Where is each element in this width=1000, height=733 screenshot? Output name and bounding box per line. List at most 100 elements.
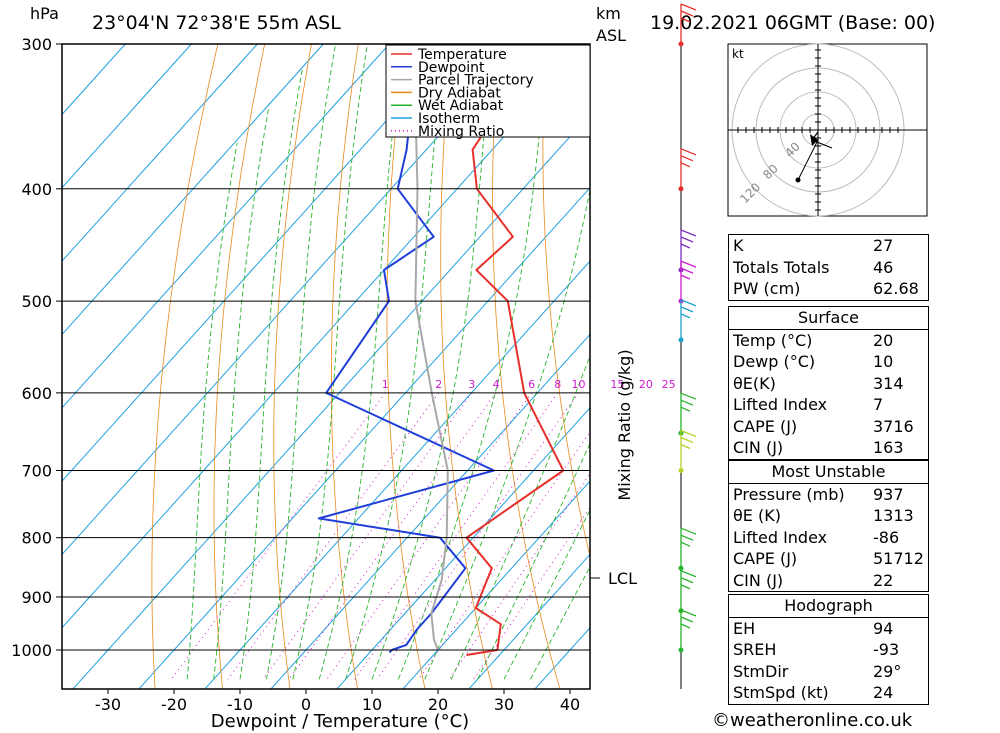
pressure-tick-label: 700: [21, 461, 52, 480]
wet-adiabat-line: [397, 44, 549, 680]
hodograph-stats-row: SREH -93: [733, 640, 900, 659]
hodograph-stats-row: EH 94: [733, 618, 894, 638]
isotherm-line: [402, 480, 590, 689]
indices-table: K 27 Totals Totals 46 PW (cm) 62.68: [728, 234, 929, 301]
pressure-tick-label: 500: [21, 292, 52, 311]
isotherm-line: [62, 44, 589, 629]
wet-adiabat-line: [424, 187, 590, 680]
dry-adiabat-line: [440, 44, 493, 689]
surface-row: Temp (°C) 20: [733, 330, 894, 350]
pressure-tick-label: 600: [21, 384, 52, 403]
most-unstable-row: CIN (J) 22: [733, 570, 894, 590]
mixing-ratio-line: [262, 392, 473, 680]
hodograph-storm-point: [795, 177, 801, 183]
wet-adiabat-line: [450, 354, 590, 680]
dry-adiabat-line: [542, 44, 590, 558]
wind-barb-flag: [680, 527, 697, 547]
plot-frame: [61, 43, 591, 690]
wet-adiabat-line: [371, 44, 493, 680]
mixing-ratio-label: 20: [639, 378, 653, 391]
pressure-tick-label: 900: [21, 588, 52, 607]
isotherm-line: [138, 187, 590, 689]
mixing-ratio-label: 10: [572, 378, 586, 391]
mixing-ratio-line: [376, 392, 579, 680]
x-tick-label: 10: [362, 695, 382, 714]
mixing-ratio-label: 6: [528, 378, 535, 391]
lcl-label: LCL: [608, 569, 637, 588]
isotherm-line: [270, 333, 590, 689]
most-unstable-row: θE (K) 1313: [733, 506, 914, 525]
dry-adiabat-line: [386, 44, 426, 689]
wind-barb-flag: [680, 392, 697, 412]
hodograph-stats-title: Hodograph: [729, 595, 928, 618]
isotherm-line: [62, 44, 523, 556]
x-axis-ticks: -30 -20 -10 0 10 20 30 40: [95, 689, 580, 714]
wind-barb-flag: [680, 609, 697, 629]
isotherm-line: [0, 0, 142, 689]
mixing-ratio-line: [170, 392, 386, 680]
mixing-ratio-line: [418, 431, 590, 680]
mixing-ratio-label: 4: [493, 378, 500, 391]
wind-barb-flag: [680, 229, 697, 249]
dry-adiabat-line: [151, 44, 219, 689]
isotherm-line: [336, 407, 590, 689]
isotherm-line: [62, 44, 391, 409]
location-title: 23°04'N 72°38'E 55m ASL: [92, 12, 341, 34]
hodograph-storm-vector: [797, 139, 819, 181]
surface-title: Surface: [729, 307, 928, 330]
wet-adiabat-line: [292, 44, 368, 680]
isotherm-line: [62, 44, 193, 189]
isotherm-line: [62, 44, 259, 262]
isotherm-line: [468, 553, 590, 689]
hodograph-stats-row: StmSpd (kt) 24: [733, 683, 894, 702]
mixing-ratio-label: 8: [554, 378, 561, 391]
mixing-ratio-label: 25: [662, 378, 676, 391]
dry-adiabat-line: [952, 0, 1000, 689]
copyright-link[interactable]: ©weatheronline.co.uk: [712, 710, 913, 731]
pressure-tick-label: 400: [21, 180, 52, 199]
surface-row: CIN (J) 163: [733, 438, 904, 457]
dry-adiabat-line: [331, 44, 359, 689]
legend-label: Wet Adiabat: [418, 98, 504, 114]
wet-adiabat-line: [239, 68, 303, 680]
mixing-ratio-label: 15: [610, 378, 624, 391]
pressure-tick-label: 300: [21, 35, 52, 54]
wind-barb-flag: [680, 299, 697, 319]
wet-adiabat-line: [318, 44, 404, 680]
legend-label: Mixing Ratio: [418, 124, 504, 140]
km-unit-label: km: [596, 4, 621, 23]
mixing-ratio-line: [354, 392, 559, 680]
dry-adiabat-line: [996, 0, 1000, 689]
surface-table: Surface Temp (°C) 20 Dewp (°C) 10 θE(K) 314…: [728, 306, 929, 460]
x-tick-label: 30: [494, 695, 514, 714]
legend-label: Isotherm: [418, 111, 480, 127]
hodograph-arrow: [810, 134, 818, 146]
legend-label: Dry Adiabat: [418, 85, 501, 101]
isotherm-line: [204, 260, 590, 689]
mixing-ratio-axis-title: Mixing Ratio (g/kg): [615, 349, 634, 500]
wet-adiabat-line: [345, 44, 445, 680]
surface-row: Dewp (°C) 10: [733, 352, 894, 371]
wind-barb-flag: [680, 570, 697, 590]
index-row-pw: PW (cm) 62.68: [733, 279, 919, 298]
mixing-ratio-line: [473, 506, 590, 680]
wet-adiabat-line: [186, 142, 238, 680]
wet-adiabat-line: [477, 442, 590, 680]
dry-adiabat-line: [213, 44, 266, 689]
x-tick-label: -20: [161, 695, 187, 714]
index-row-k: K 27: [733, 236, 894, 255]
most-unstable-title: Most Unstable: [729, 461, 928, 484]
pressure-tick-label: 800: [21, 529, 52, 548]
mixing-ratio-labels: 1 2 3 4 6 8 10 15 20 25: [382, 378, 676, 391]
x-tick-label: -10: [227, 695, 253, 714]
mixing-ratio-line: [326, 392, 533, 680]
surface-row: CAPE (J) 3716: [733, 416, 914, 436]
dry-adiabat-line: [273, 44, 312, 689]
legend-label: Parcel Trajectory: [418, 73, 534, 89]
wet-adiabat-line: [503, 508, 590, 680]
x-tick-label: 0: [301, 695, 311, 714]
legend-label: Temperature: [417, 47, 507, 63]
isotherm-line: [62, 44, 325, 336]
